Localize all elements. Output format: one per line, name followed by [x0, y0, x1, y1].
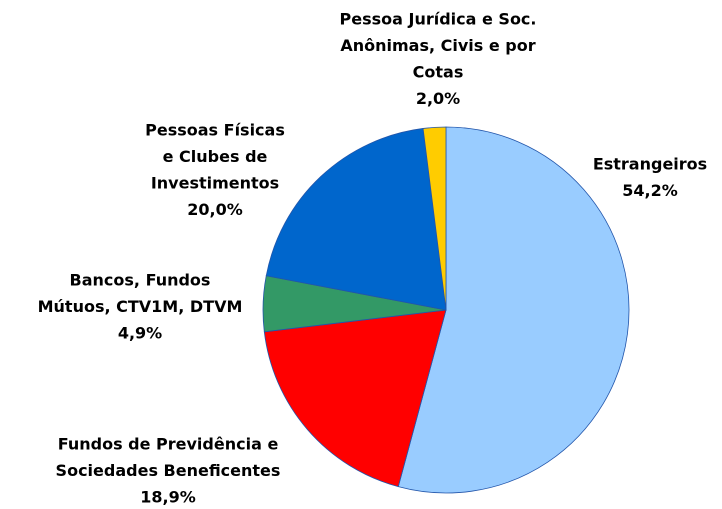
slice-label: Mútuos, CTV1M, DTVM: [38, 297, 243, 316]
slice-label: Sociedades Beneficentes: [56, 461, 281, 480]
slice-label: Anônimas, Civis e por: [340, 36, 535, 55]
slice-label: Pessoas Físicas: [145, 121, 285, 140]
pie-slice: [397, 126, 630, 494]
pie-slice: [422, 126, 447, 311]
pie-slice: [265, 127, 447, 311]
slice-label: Pessoa Jurídica e Soc.: [340, 10, 537, 29]
slice-value-label: 2,0%: [416, 89, 460, 108]
slice-label: Fundos de Previdência e: [58, 435, 279, 454]
slice-label: e Clubes de: [163, 147, 268, 166]
slice-value-label: 18,9%: [140, 488, 196, 507]
slice-value-label: 4,9%: [118, 324, 162, 343]
slice-value-label: 54,2%: [622, 181, 678, 200]
pie-slice: [263, 309, 447, 488]
slice-label: Bancos, Fundos: [70, 271, 211, 290]
slice-label: Investimentos: [151, 174, 279, 193]
slice-label: Estrangeiros: [593, 155, 707, 174]
slice-value-label: 20,0%: [187, 200, 243, 219]
slice-label: Cotas: [413, 63, 464, 82]
